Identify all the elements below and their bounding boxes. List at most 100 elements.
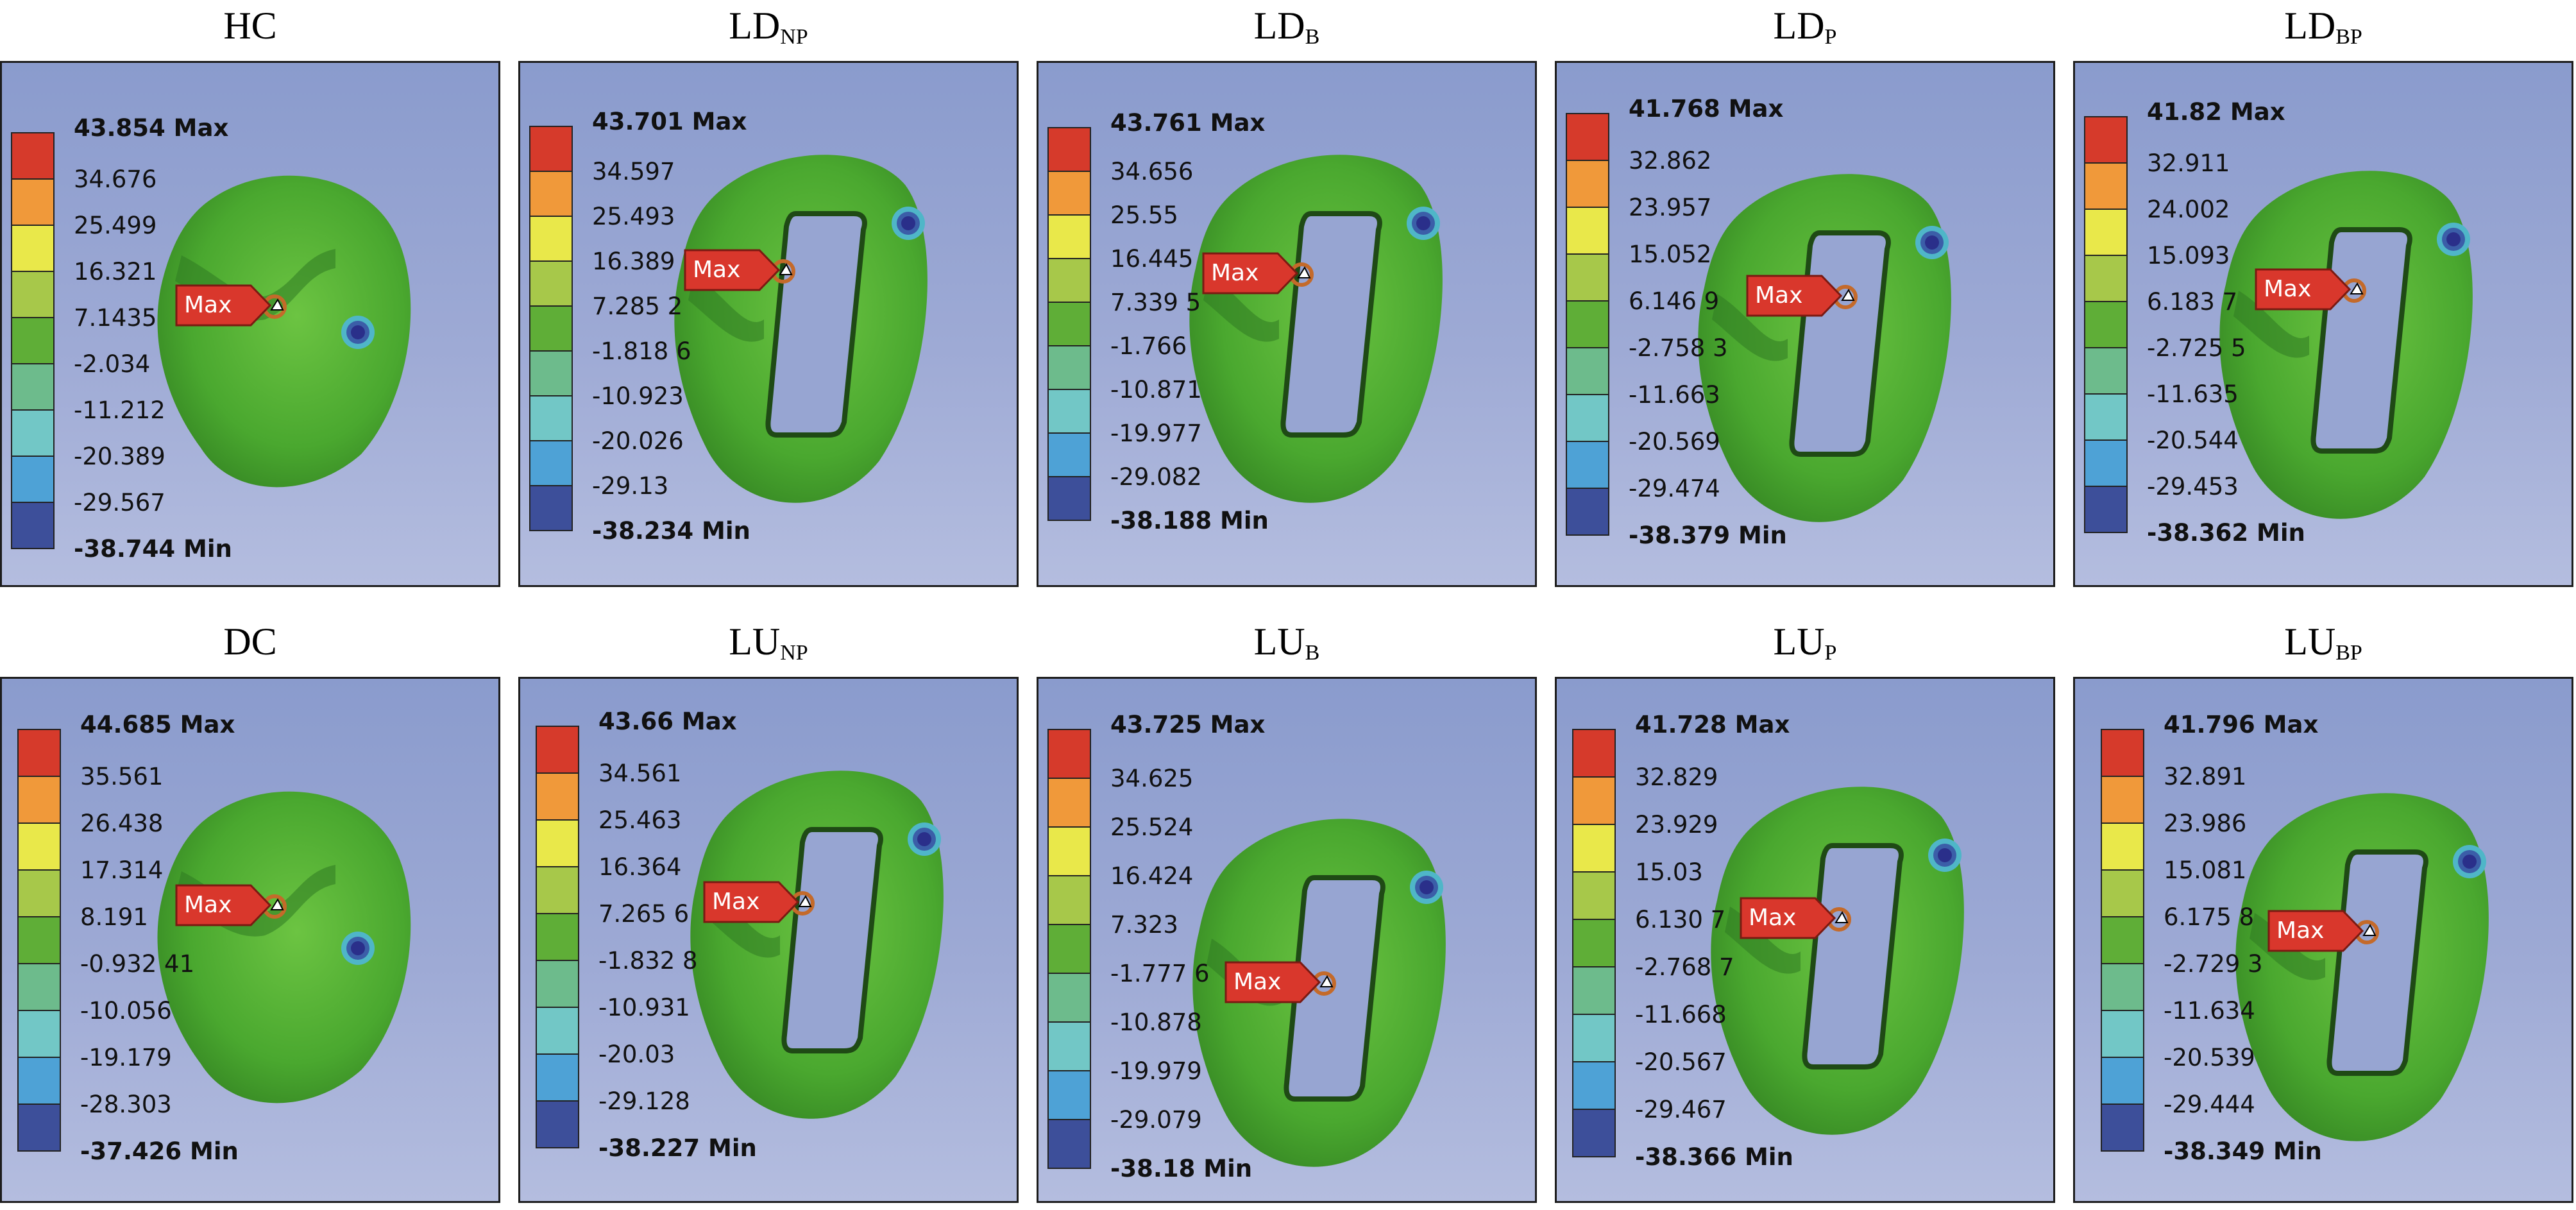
legend-swatch — [529, 260, 573, 307]
max-tag-label: Max — [1211, 260, 1259, 286]
legend-value-label: -11.635 — [2147, 380, 2239, 408]
max-tag-shape — [1740, 897, 1836, 939]
legend-value-label: 24.002 — [2147, 196, 2230, 223]
legend-value-label: 6.183 7 — [2147, 288, 2238, 316]
legend-swatch — [529, 350, 573, 396]
tooth-body — [157, 175, 411, 488]
legend-swatch — [529, 171, 573, 217]
panel-title-text: LD — [1253, 4, 1305, 47]
legend-max-label: 41.796 Max — [2164, 711, 2319, 738]
max-tag-label: Max — [184, 892, 232, 918]
legend-swatch — [529, 216, 573, 262]
legend-swatch — [1566, 300, 1609, 348]
legend-swatch — [1047, 973, 1091, 1023]
panel-title-subscript: B — [1305, 641, 1320, 665]
legend-min-label: -37.426 Min — [80, 1138, 239, 1165]
panel-title-text: LD — [2284, 4, 2336, 47]
legend-min-label: -38.18 Min — [1110, 1155, 1253, 1182]
contour-panel-cell: LUP 41.728 Max 32.829 23.929 15.03 6.130 7 -2.… — [1555, 616, 2055, 1209]
legend-swatch — [1572, 919, 1616, 967]
legend-value-label: -19.979 — [1110, 1057, 1202, 1085]
legend-value-label: 16.389 — [592, 248, 675, 275]
legend-swatch — [17, 869, 61, 917]
legend-value-label: -10.931 — [598, 994, 690, 1021]
legend-value-label: -29.567 — [74, 489, 165, 516]
legend-value-label: -2.034 — [74, 350, 151, 378]
legend-value-label: -2.768 7 — [1635, 953, 1734, 981]
tooth-model — [1698, 174, 1951, 522]
max-tag-shape — [2267, 910, 2364, 952]
legend-value-label: 34.676 — [74, 166, 157, 193]
legend-swatch — [1047, 1070, 1091, 1120]
legend-swatch — [1572, 729, 1616, 778]
legend-swatch — [2084, 439, 2128, 487]
min-region-inner — [2462, 855, 2477, 869]
legend-max-label: 43.66 Max — [598, 708, 737, 735]
legend-swatch — [1047, 826, 1091, 876]
legend-max-label: 44.685 Max — [80, 711, 235, 738]
legend-value-label: -20.567 — [1635, 1048, 1727, 1076]
legend-value-label: 34.656 — [1110, 158, 1194, 185]
legend-swatch — [536, 1100, 579, 1148]
legend-swatch — [1572, 871, 1616, 920]
legend-swatch — [1047, 389, 1091, 434]
tooth-model — [157, 791, 411, 1103]
legend-swatch — [536, 819, 579, 867]
legend-value-label: -10.878 — [1110, 1009, 1202, 1036]
legend-swatch — [529, 440, 573, 486]
contour-plot-panel: 44.685 Max 35.561 26.438 17.314 8.191 -0.932 … — [0, 677, 500, 1203]
legend-swatch — [11, 178, 55, 226]
legend-swatch — [11, 409, 55, 457]
min-region-inner — [1416, 216, 1430, 230]
contour-panel-cell: LDP 41.768 Max 32.862 23.957 15.052 6.146 9 -2… — [1555, 0, 2055, 593]
legend-min-label: -38.349 Min — [2164, 1138, 2322, 1165]
min-region-inner — [351, 941, 365, 955]
min-region-inner — [2446, 232, 2461, 246]
legend-value-label: -11.634 — [2164, 997, 2255, 1025]
contour-plot-panel: 41.728 Max 32.829 23.929 15.03 6.130 7 -2.768… — [1555, 677, 2055, 1203]
access-hole — [2326, 849, 2428, 1076]
legend-swatch — [2101, 916, 2144, 964]
legend-value-label: -20.544 — [2147, 427, 2239, 454]
shading-region — [688, 275, 764, 342]
model-view — [674, 155, 928, 503]
max-probe-tag: Max — [2255, 268, 2351, 311]
legend-value-label: 16.424 — [1110, 862, 1194, 890]
legend-swatch — [17, 1010, 61, 1058]
panel-title-text: LU — [729, 620, 781, 663]
legend-value-label: 23.929 — [1635, 811, 1718, 839]
legend-value-label: -28.303 — [80, 1091, 172, 1118]
legend-value-label: -19.977 — [1110, 420, 1202, 447]
legend-swatch — [17, 822, 61, 871]
legend-value-label: -20.026 — [592, 427, 684, 455]
legend-value-label: 34.561 — [598, 760, 682, 787]
panel-title: LUNP — [518, 616, 1019, 677]
legend-swatch — [529, 485, 573, 531]
contour-plot-panel: 43.66 Max 34.561 25.463 16.364 7.265 6 -1.832… — [518, 677, 1019, 1203]
legend-swatch — [2084, 209, 2128, 256]
legend-swatch — [11, 225, 55, 272]
legend-swatch — [11, 363, 55, 411]
legend-swatch — [536, 913, 579, 961]
max-tag-shape — [703, 881, 799, 923]
min-region-inner — [917, 832, 931, 846]
contour-plot-panel: 41.82 Max 32.911 24.002 15.093 6.183 7 -2.725… — [2073, 61, 2573, 587]
legend-value-label: 25.55 — [1110, 201, 1178, 229]
panel-title-text: LD — [729, 4, 781, 47]
legend-value-label: 25.493 — [592, 203, 675, 230]
legend-value-label: -29.13 — [592, 472, 669, 500]
max-tag-label: Max — [2276, 917, 2325, 944]
max-location-marker — [270, 298, 284, 311]
contour-panel-cell: LDBP 41.82 Max 32.911 24.002 15.093 6.183 7 -2… — [2073, 0, 2573, 593]
legend-swatch — [1566, 347, 1609, 395]
panel-title-subscript: NP — [780, 25, 808, 49]
max-tag-label: Max — [1233, 969, 1282, 995]
legend-value-label: 34.597 — [592, 158, 675, 185]
legend-max-label: 41.82 Max — [2147, 98, 2285, 126]
max-probe-tag: Max — [2267, 910, 2364, 952]
panel-title: LDP — [1555, 0, 2055, 61]
max-probe-tag: Max — [1224, 961, 1321, 1003]
panel-title-text: DC — [223, 620, 277, 663]
max-location-marker — [1319, 975, 1334, 987]
